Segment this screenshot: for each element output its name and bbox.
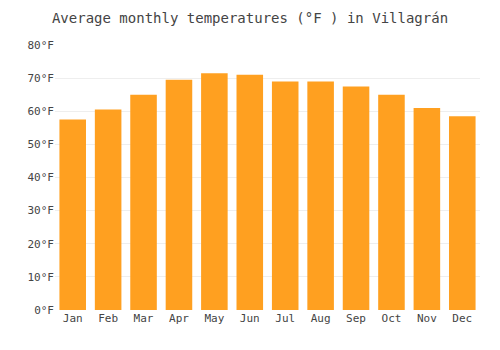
svg-text:Feb: Feb — [98, 312, 118, 325]
svg-text:50°F: 50°F — [28, 138, 55, 151]
svg-text:Dec: Dec — [452, 312, 472, 325]
svg-text:60°F: 60°F — [28, 105, 55, 118]
svg-text:70°F: 70°F — [28, 72, 55, 85]
svg-text:Jun: Jun — [240, 312, 260, 325]
svg-text:Jul: Jul — [275, 312, 295, 325]
svg-text:Average monthly temperatures (: Average monthly temperatures (°F ) in Vi… — [52, 10, 448, 26]
svg-text:Apr: Apr — [169, 312, 189, 325]
svg-text:10°F: 10°F — [28, 271, 55, 284]
svg-text:20°F: 20°F — [28, 238, 55, 251]
svg-text:Jan: Jan — [63, 312, 83, 325]
svg-text:Mar: Mar — [134, 312, 154, 325]
svg-text:May: May — [204, 312, 224, 325]
svg-text:Oct: Oct — [382, 312, 402, 325]
svg-text:Sep: Sep — [346, 312, 366, 325]
svg-text:80°F: 80°F — [28, 39, 55, 52]
svg-text:0°F: 0°F — [34, 304, 54, 317]
svg-text:30°F: 30°F — [28, 204, 55, 217]
svg-text:40°F: 40°F — [28, 171, 55, 184]
svg-text:Nov: Nov — [417, 312, 437, 325]
svg-text:Aug: Aug — [311, 312, 331, 325]
